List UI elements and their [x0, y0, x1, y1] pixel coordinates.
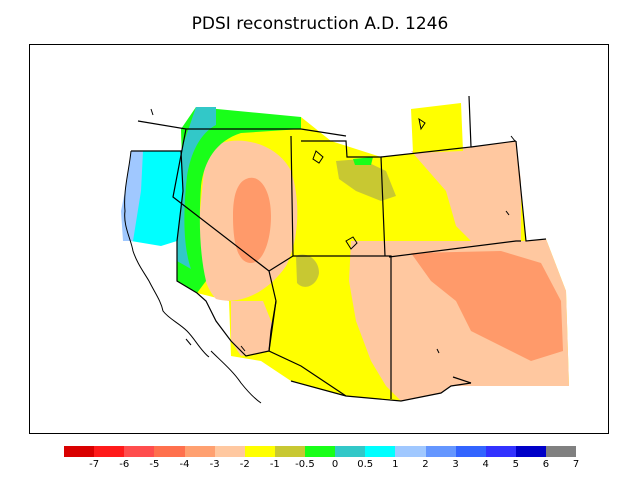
region-olive-utah — [296, 254, 319, 287]
legend-tick-label: 0.5 — [357, 459, 374, 470]
region-green-patch — [353, 157, 373, 165]
legend-swatch — [94, 446, 125, 457]
legend-tick-label: -7 — [89, 459, 100, 470]
legend-swatch — [546, 446, 577, 457]
legend-tick-label: -5 — [149, 459, 160, 470]
legend-swatch — [515, 446, 546, 457]
legend-swatch — [274, 446, 305, 457]
legend-swatch — [124, 446, 155, 457]
legend-tick-label: -6 — [119, 459, 130, 470]
legend-tick-label: -4 — [179, 459, 190, 470]
legend-swatch — [305, 446, 336, 457]
region-orange-nevada — [233, 177, 271, 263]
legend-tick-label: 5 — [512, 459, 519, 470]
legend-tick-label: 4 — [482, 459, 489, 470]
legend-tick-label: 3 — [452, 459, 459, 470]
legend-ticks: -7 -6 -5 -4 -3 -2 -1 -0.5 0 0.5 1 2 3 4 5 6 7 — [64, 459, 580, 475]
region-light-orange-northeast — [411, 141, 521, 241]
region-teal — [177, 107, 216, 269]
legend-swatch — [365, 446, 396, 457]
legend-swatch — [154, 446, 185, 457]
legend-swatch — [244, 446, 275, 457]
page-title: PDSI reconstruction A.D. 1246 — [191, 14, 449, 34]
legend-tick-label: 2 — [422, 459, 429, 470]
coastline — [124, 150, 262, 404]
map-frame — [29, 44, 609, 434]
legend-swatch — [425, 446, 456, 457]
legend-swatch — [395, 446, 426, 457]
legend-tick-label: 1 — [392, 459, 399, 470]
legend-swatch — [335, 446, 366, 457]
region-light-blue — [121, 151, 143, 241]
pdsi-map — [121, 95, 569, 404]
legend-tick-label: 0 — [331, 459, 339, 470]
color-legend — [64, 446, 577, 457]
legend-swatch — [485, 446, 516, 457]
region-light-orange-west — [231, 301, 273, 356]
legend-tick-label: -2 — [239, 459, 250, 470]
state-boundaries — [131, 95, 547, 402]
legend-swatch — [455, 446, 486, 457]
legend-swatch — [64, 446, 95, 457]
region-yellow-montana — [411, 103, 463, 153]
region-orange-southeast — [411, 251, 563, 361]
legend-tick-label: 6 — [542, 459, 550, 470]
lakes-islands — [150, 108, 516, 354]
legend-tick-label: -1 — [269, 459, 280, 470]
legend-swatch — [184, 446, 215, 457]
legend-swatch — [214, 446, 245, 457]
region-green — [177, 107, 301, 293]
legend-tick-label: 7 — [572, 459, 580, 470]
legend-tick-label: -3 — [209, 459, 220, 470]
legend-tick-label: -0.5 — [295, 459, 315, 470]
